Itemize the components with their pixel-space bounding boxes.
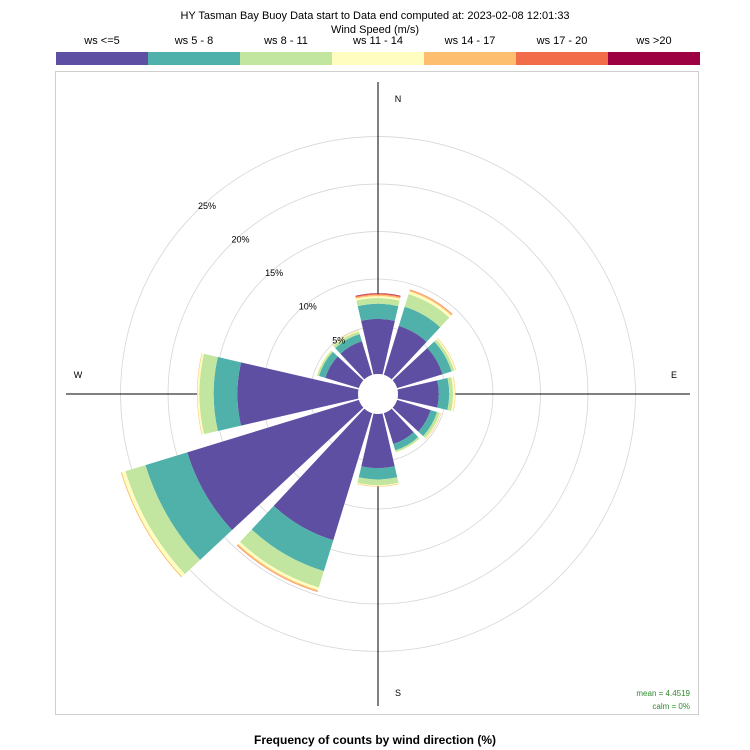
wind-rose-wedge — [434, 339, 455, 372]
wind-rose-wedge — [437, 377, 450, 411]
wind-rose-wedge — [197, 353, 203, 435]
wind-rose-wedge — [357, 303, 399, 321]
legend-swatch — [332, 52, 424, 65]
wind-rose-wedge — [395, 437, 420, 453]
wind-rose-wedge — [187, 399, 364, 531]
mean-stat: mean = 4.4519 — [636, 689, 690, 698]
wind-rose-wedge — [383, 408, 414, 444]
legend-label: ws 8 - 11 — [264, 35, 308, 47]
legend-title: Wind Speed (m/s) — [330, 24, 420, 36]
wind-rose-wedge — [452, 376, 456, 412]
legend: ws <=5 ws 5 - 8 ws 8 - 11 ws 11 - 14 ws 14 -… — [56, 35, 700, 67]
wind-rose-wedge — [358, 466, 398, 480]
radial-tick-label: 15% — [265, 268, 283, 278]
wind-rose-wedge — [357, 483, 399, 487]
legend-swatch — [608, 52, 700, 65]
legend-item: ws <=5 — [56, 35, 148, 67]
wind-rose-wedge — [356, 298, 400, 307]
wind-rose-wedge — [355, 293, 401, 298]
wind-rose-wedge — [423, 412, 440, 439]
legend-item: ws 5 - 8 — [148, 35, 240, 67]
wind-rose-wedge — [427, 341, 452, 375]
wind-rose-wedge — [145, 452, 233, 560]
wind-rose-wedge — [317, 350, 333, 376]
wind-rose-wedge — [237, 362, 359, 426]
legend-item: ws 14 - 17 — [424, 35, 516, 67]
wind-rose-wedge — [335, 334, 362, 354]
wind-rose-wedge — [125, 465, 201, 575]
radial-tick-label: 25% — [198, 201, 216, 211]
wind-rose-wedge — [197, 353, 204, 435]
wind-rose-wedge — [404, 294, 450, 328]
wind-rose-wedge — [392, 399, 431, 432]
chart-title: HY Tasman Bay Buoy Data start to Data en… — [180, 10, 570, 22]
legend-swatch — [148, 52, 240, 65]
wind-rose-wedge — [418, 410, 438, 437]
wind-rose-wedge — [213, 357, 242, 431]
compass-label-w: W — [74, 370, 83, 380]
wind-rose-wedge — [325, 356, 364, 389]
wind-rose-wedge — [121, 471, 185, 577]
wind-rose-wedge — [409, 289, 453, 316]
wind-rose-wedge — [361, 413, 395, 469]
radial-tick-label: 20% — [232, 235, 250, 245]
wind-rose-wedge — [251, 505, 334, 572]
legend-item: ws >20 — [608, 35, 700, 67]
wind-rose-wedge — [273, 408, 373, 541]
legend-item: ws 8 - 11 — [240, 35, 332, 67]
legend-label: ws 14 - 17 — [444, 35, 496, 47]
legend-swatch — [516, 52, 608, 65]
legend-label: ws 17 - 20 — [536, 35, 588, 47]
wind-rose-wedge — [357, 482, 399, 487]
wind-rose-wedge — [199, 353, 218, 435]
wind-rose-wedge — [408, 291, 452, 318]
wind-rose-wedge — [316, 349, 332, 376]
radial-tick-label: 10% — [299, 302, 317, 312]
wind-rose-wedge — [393, 432, 419, 451]
radial-tick-label: 5% — [332, 335, 345, 345]
wind-rose-wedge — [451, 376, 455, 412]
wind-rose-wedge — [392, 347, 443, 389]
wind-rose-wedge — [447, 377, 454, 411]
wind-rose-wedge — [383, 325, 427, 380]
wind-rose-wedge — [340, 341, 373, 380]
calm-stat: calm = 0% — [652, 702, 690, 711]
legend-label: ws >20 — [636, 35, 672, 47]
wind-rose-wedge — [333, 331, 360, 349]
wind-rose-wedge — [332, 330, 359, 347]
wind-rose-wedge — [357, 477, 399, 486]
calm-circle — [358, 374, 398, 414]
wind-rose-wedge — [318, 351, 338, 378]
wind-rose-wedge — [238, 541, 319, 591]
compass-label-s: S — [395, 688, 401, 698]
legend-swatch — [424, 52, 516, 65]
legend-swatch — [240, 52, 332, 65]
wind-rose-wedge — [398, 306, 441, 342]
wind-rose-wedge — [361, 318, 395, 375]
legend-label: ws 5 - 8 — [174, 35, 214, 47]
legend-item: ws 17 - 20 — [516, 35, 608, 67]
wind-rose-wedge — [355, 294, 401, 299]
wind-rose-wedge — [397, 380, 439, 408]
compass-label-e: E — [671, 370, 677, 380]
wind-rose-wedge — [355, 293, 401, 297]
legend-label: ws <=5 — [84, 35, 120, 47]
compass-label-n: N — [395, 94, 402, 104]
wind-rose-wedge — [436, 338, 456, 371]
wind-rose-wedge — [239, 529, 324, 588]
legend-item: ws 11 - 14 — [332, 35, 424, 67]
legend-label: ws 11 - 14 — [353, 35, 403, 47]
wind-rose-wedge — [355, 296, 401, 301]
legend-swatch — [56, 52, 148, 65]
x-axis-label: Frequency of counts by wind direction (%… — [253, 733, 496, 747]
wind-rose-wedge — [425, 412, 441, 439]
